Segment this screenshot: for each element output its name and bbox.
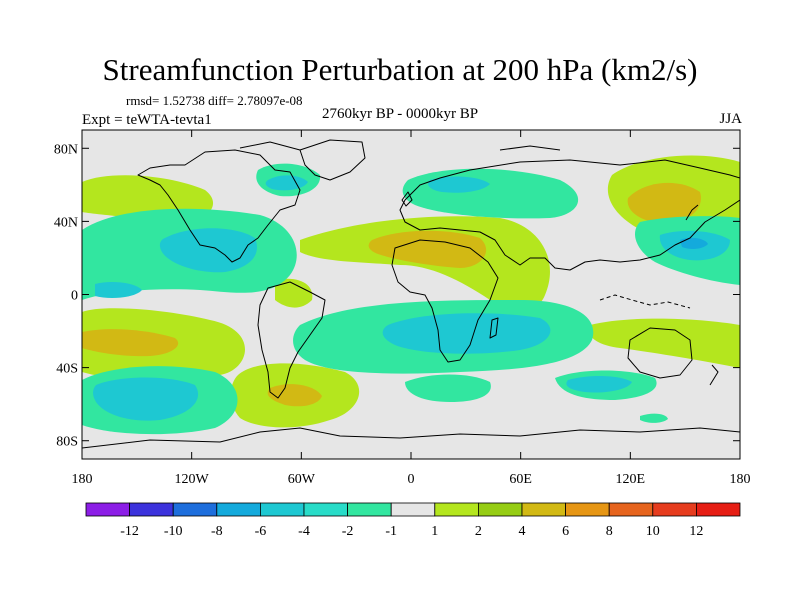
coastline-japan bbox=[685, 204, 699, 221]
lat-tick-label: 80S bbox=[56, 435, 78, 450]
coastline-arctic-islands bbox=[239, 141, 301, 151]
lon-tick-label: 0 bbox=[408, 472, 415, 487]
stats-label: rmsd= 1.52738 diff= 2.78097e-08 bbox=[126, 93, 303, 108]
contour-region bbox=[93, 377, 199, 421]
colorbar-swatch bbox=[696, 502, 741, 517]
coastline-eurasia bbox=[399, 159, 740, 271]
contour-region bbox=[368, 230, 487, 268]
contour-region bbox=[82, 329, 179, 357]
contour-field bbox=[82, 130, 740, 459]
colorbar-swatch bbox=[216, 502, 261, 517]
colorbar-swatch bbox=[565, 502, 610, 517]
colorbar-swatch bbox=[390, 502, 436, 517]
lat-tick-label: 80N bbox=[54, 142, 78, 157]
contour-region bbox=[428, 176, 490, 193]
contour-region bbox=[265, 175, 308, 191]
coastline-australia bbox=[627, 327, 693, 379]
coastline-africa bbox=[391, 239, 499, 363]
contour-region bbox=[627, 182, 701, 224]
colorbar-swatch bbox=[129, 502, 174, 517]
colorbar-label: 1 bbox=[431, 524, 438, 539]
latitude-axis: 80N 40N 0 40S 80S bbox=[54, 142, 740, 450]
contour-region bbox=[267, 384, 322, 407]
colorbar-swatch bbox=[259, 502, 305, 517]
colorbar: -12 -10 -8 -6 -4 -2 -1 1 2 4 6 8 10 12 bbox=[85, 502, 741, 539]
colorbar-label: 6 bbox=[562, 524, 569, 539]
colorbar-label: 12 bbox=[689, 524, 703, 539]
colorbar-swatch bbox=[608, 502, 654, 517]
colorbar-swatch bbox=[521, 502, 566, 517]
coastline-north-america bbox=[137, 149, 301, 263]
contour-region bbox=[680, 237, 708, 249]
contour-region bbox=[640, 413, 668, 423]
contour-region bbox=[588, 318, 740, 368]
coastline-greenland-2 bbox=[499, 145, 561, 151]
coastline-antarctica bbox=[82, 427, 740, 449]
lon-tick-label: 120W bbox=[175, 472, 210, 487]
colorbar-swatch bbox=[347, 502, 392, 517]
lat-tick-label: 40N bbox=[54, 215, 78, 230]
coastline-new-zealand bbox=[709, 364, 719, 386]
colorbar-swatch bbox=[477, 502, 523, 517]
colorbar-label: -2 bbox=[342, 524, 354, 539]
colorbar-label: -1 bbox=[385, 524, 397, 539]
lon-tick-label: 60E bbox=[509, 472, 532, 487]
colorbar-label: -4 bbox=[298, 524, 310, 539]
lon-tick-label: 60W bbox=[288, 472, 316, 487]
contour-region bbox=[382, 313, 551, 354]
coastlines bbox=[82, 139, 740, 449]
coastline-indonesia bbox=[599, 294, 691, 309]
contour-region bbox=[566, 376, 632, 393]
lat-tick-label: 0 bbox=[71, 289, 78, 304]
lon-tick-label: 180 bbox=[730, 472, 751, 487]
coastline-madagascar bbox=[489, 317, 499, 339]
lon-tick-label: 180 bbox=[72, 472, 93, 487]
coastline-south-america bbox=[257, 281, 326, 399]
experiment-label: Expt = teWTA-tevta1 bbox=[82, 112, 212, 128]
colorbar-label: 4 bbox=[519, 524, 526, 539]
colorbar-label: -6 bbox=[255, 524, 267, 539]
coastline-uk bbox=[401, 191, 413, 207]
chart-title: Streamfunction Perturbation at 200 hPa (… bbox=[102, 52, 698, 87]
colorbar-swatch bbox=[172, 502, 218, 517]
colorbar-label: -12 bbox=[120, 524, 139, 539]
longitude-axis: 180 120W 60W 0 60E 120E 180 bbox=[72, 130, 751, 487]
colorbar-label: -8 bbox=[211, 524, 223, 539]
coastline-greenland bbox=[299, 139, 366, 181]
colorbar-label: -10 bbox=[164, 524, 183, 539]
colorbar-swatch bbox=[85, 502, 130, 517]
lat-tick-label: 40S bbox=[56, 362, 78, 377]
period-label: 2760kyr BP - 0000kyr BP bbox=[322, 106, 479, 122]
lon-tick-label: 120E bbox=[616, 472, 646, 487]
contour-region bbox=[95, 282, 142, 298]
colorbar-label: 10 bbox=[646, 524, 660, 539]
colorbar-label: 2 bbox=[475, 524, 482, 539]
colorbar-swatch bbox=[303, 502, 348, 517]
colorbar-label: 8 bbox=[606, 524, 613, 539]
contour-region bbox=[405, 374, 491, 402]
contour-region bbox=[275, 278, 313, 308]
season-label: JJA bbox=[719, 111, 742, 127]
colorbar-swatch bbox=[434, 502, 479, 517]
colorbar-swatch bbox=[652, 502, 697, 517]
